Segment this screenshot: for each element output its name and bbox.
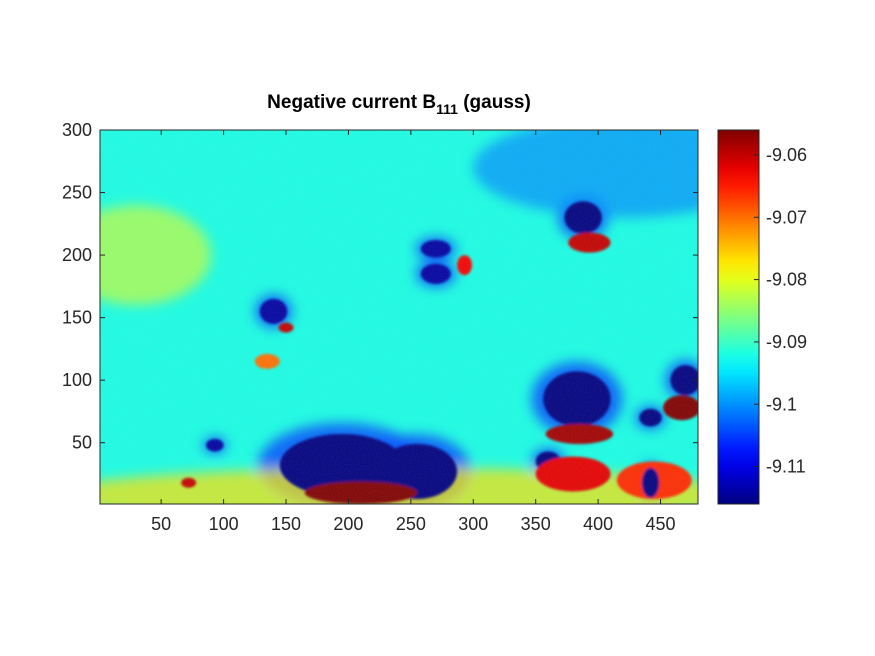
x-tick-label: 450 [646,514,676,534]
y-tick-label: 200 [62,245,92,265]
x-tick-label: 300 [458,514,488,534]
colorbar-tick-label: -9.1 [766,394,797,414]
plot-frame [99,129,699,505]
colorbar-bar [717,129,760,505]
colorbar-tick-label: -9.08 [766,270,807,290]
y-tick-label: 150 [62,308,92,328]
x-tick-label: 200 [333,514,363,534]
x-tick-label: 400 [583,514,613,534]
y-tick-label: 100 [62,370,92,390]
x-tick-label: 100 [209,514,239,534]
chart-title: Negative current B111 (gauss) [100,92,698,117]
chart-title-suffix: (gauss) [457,92,531,113]
heatmap-noise-texture [100,130,698,504]
heatmap-plot-area [100,130,698,504]
chart-title-subscript: 111 [436,101,458,117]
colorbar-tick-label: -9.09 [766,332,807,352]
colorbar: -9.06 -9.07 -9.08 -9.09 -9.1 -9.11 [717,129,807,505]
x-tick-label: 250 [396,514,426,534]
y-tick-label: 250 [62,183,92,203]
x-tick-label: 150 [271,514,301,534]
x-tick-label: 350 [521,514,551,534]
colorbar-tick-label: -9.11 [766,457,806,477]
chart-title-main: Negative current B [267,92,437,113]
colorbar-tick-label: -9.06 [766,145,807,165]
y-tick-label: 300 [62,120,92,140]
colorbar-tick-label: -9.07 [766,207,807,227]
y-tick-label: 50 [72,433,92,453]
axes: 50 100 150 200 250 300 350 400 450 50 100 150 200 250… [62,120,699,534]
x-tick-label: 50 [151,514,171,534]
